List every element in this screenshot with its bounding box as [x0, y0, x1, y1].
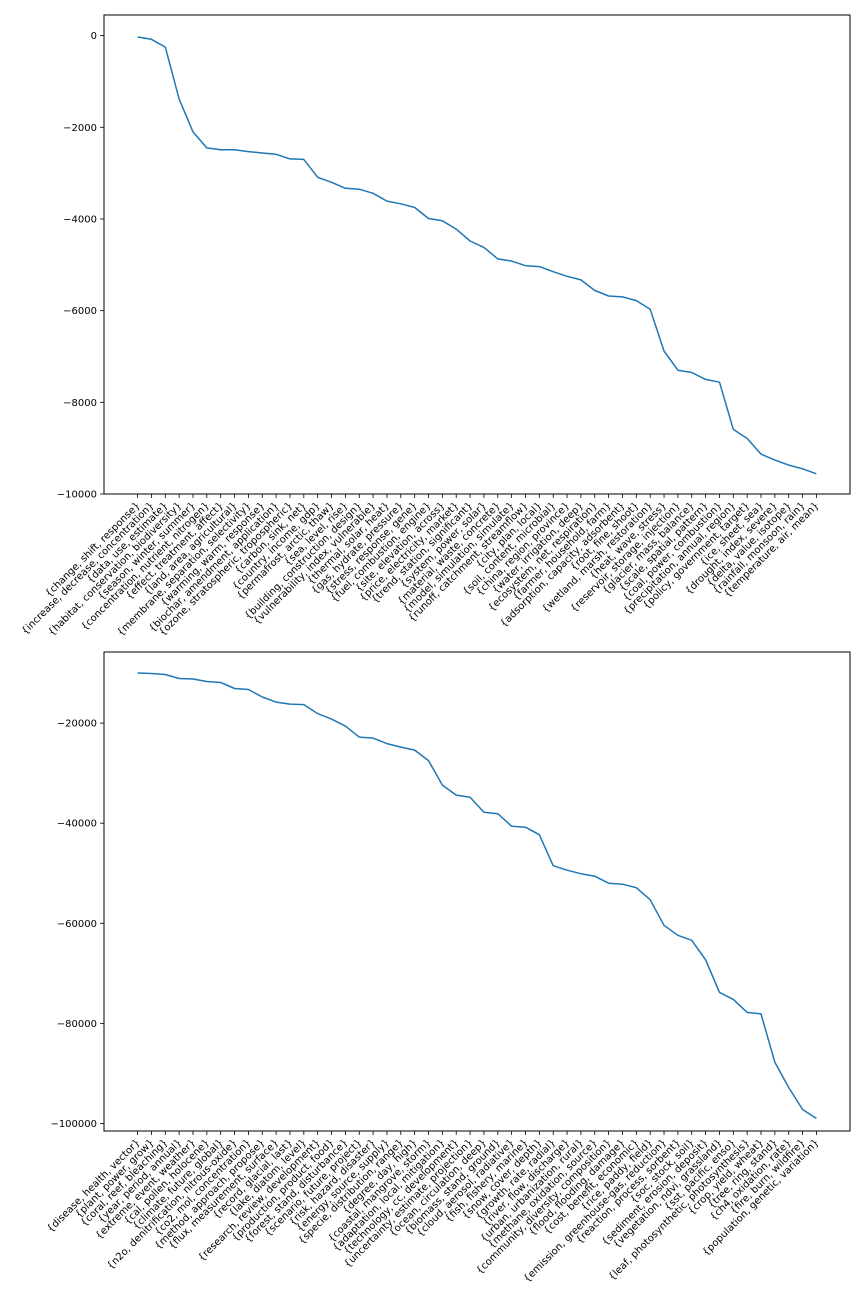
bottom-line-chart: −20000−40000−60000−80000−100000{disease,… [45, 651, 851, 1285]
y-tick-label: −100000 [50, 1119, 97, 1130]
plot-area-frame [103, 651, 851, 1132]
y-tick-label: −6000 [63, 306, 97, 317]
plot-area-frame [103, 14, 851, 495]
series-line [137, 672, 817, 1120]
y-tick-label: 0 [91, 31, 97, 42]
top-line-chart: 0−2000−4000−6000−8000−10000{change, shif… [20, 14, 851, 639]
y-tick-label: −8000 [63, 398, 97, 409]
series-line [137, 36, 817, 475]
y-tick-label: −2000 [63, 123, 97, 134]
y-tick-label: −40000 [57, 819, 97, 830]
y-tick-label: −20000 [57, 719, 97, 730]
y-tick-label: −80000 [57, 1019, 97, 1030]
y-tick-label: −60000 [57, 919, 97, 930]
y-tick-label: −4000 [63, 214, 97, 225]
y-tick-label: −10000 [57, 490, 97, 501]
